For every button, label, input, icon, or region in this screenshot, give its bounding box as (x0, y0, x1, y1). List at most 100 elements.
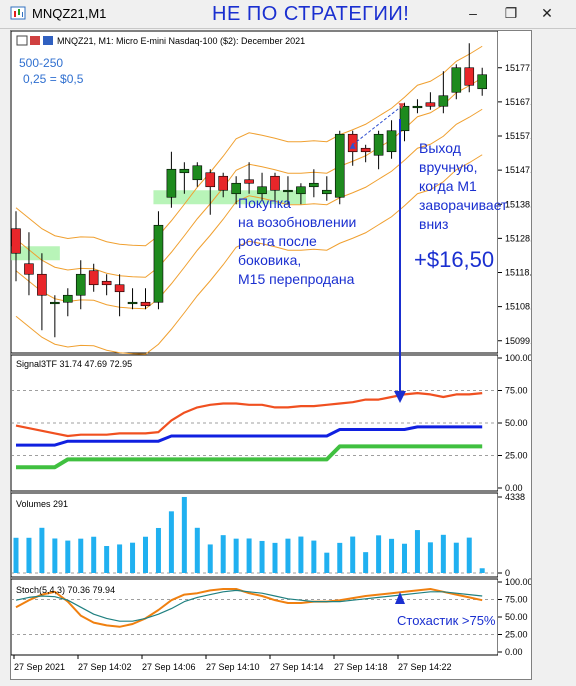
chart-symbol-header: MNQZ21, M1: Micro E-mini Nasdaq-100 ($2)… (57, 36, 305, 46)
volume-bar (414, 530, 420, 573)
volume-axis: 4338 0 (11, 492, 525, 578)
volume-bar (207, 544, 213, 573)
stochastic-note: Стохастик >75% (397, 613, 496, 628)
consolidation-zone (11, 246, 60, 261)
volume-bar (168, 511, 174, 573)
bull-candle (321, 189, 332, 195)
bear-candle (244, 179, 254, 184)
exit-note-line-3: когда М1 (419, 178, 477, 194)
chart-window-icon (10, 6, 26, 20)
volume-bar (479, 568, 485, 573)
chart-canvas[interactable]: 15177.00 15167.25 15157.50 15147.75 15138.00… (11, 31, 531, 679)
stochastic-arrow-icon (395, 592, 405, 604)
volume-bar (259, 540, 265, 573)
lower-envelope (15, 108, 483, 310)
volume-bar (117, 544, 123, 573)
bull-candle (231, 182, 241, 195)
volume-bar (376, 535, 382, 573)
price-tick-label: 15099.00 (505, 336, 531, 346)
volume-bar (26, 537, 32, 573)
price-tick-label: 15157.50 (505, 131, 531, 141)
bear-candle (425, 102, 436, 107)
bull-candle (179, 168, 190, 174)
bear-candle (205, 172, 216, 188)
signal3tf-panel[interactable]: 100.00 75.00 50.00 25.00 0.00 Signal3TF 31.7… (11, 353, 531, 493)
exit-note-line-4: заворачивает (419, 197, 508, 213)
stochastic-axis: 100.00 75.00 50.00 25.00 0.00 (11, 577, 531, 657)
bull-candle (62, 294, 73, 303)
volume-bar (272, 542, 278, 573)
indicator-tick-label: 0.00 (505, 483, 523, 493)
close-button[interactable]: ✕ (541, 5, 553, 21)
volume-bar (337, 542, 343, 573)
window-titlebar[interactable]: MNQZ21,M1 НЕ ПО СТРАТЕГИИ! – ❐ ✕ (0, 0, 576, 29)
buy-arrow-icon (349, 142, 356, 149)
chart-area[interactable]: 15177.00 15167.25 15157.50 15147.75 15138.00… (10, 30, 532, 680)
upper-envelope (15, 45, 483, 247)
bear-candle (140, 301, 151, 307)
volume-bar (440, 534, 446, 573)
volume-bar (65, 540, 71, 573)
volume-bar (52, 538, 58, 573)
volume-bar (78, 538, 84, 573)
bull-candle (75, 273, 86, 296)
time-tick-label: 27 Sep 14:22 (398, 662, 452, 672)
sell-arrow-icon (398, 103, 405, 110)
bull-candle (438, 95, 449, 107)
green-line (16, 444, 483, 470)
indicator-tick-label: 25.00 (505, 451, 528, 461)
price-axis: 15177.00 15167.25 15157.50 15147.75 15138.00… (498, 63, 531, 346)
indicator-tick-label: 75.00 (505, 595, 528, 605)
consolidation-zones (11, 190, 306, 261)
bear-candle (24, 263, 34, 275)
bear-candle (270, 175, 280, 191)
volume-bar (39, 527, 45, 573)
price-tick-label: 15108.75 (505, 302, 531, 312)
flag-icon (30, 36, 40, 45)
restore-button[interactable]: ❐ (504, 5, 518, 21)
bull-candle (50, 301, 60, 305)
bull-candle (373, 133, 384, 156)
volume-bar (363, 552, 369, 573)
annotation-arrows (394, 119, 406, 604)
profit-label: +$16,50 (414, 247, 494, 272)
stochastic-lines (15, 588, 483, 628)
outer-lower-envelope (15, 154, 483, 355)
bull-candle (309, 182, 319, 188)
volume-bar (402, 543, 407, 573)
volume-bar (453, 542, 459, 573)
time-tick-label: 27 Sep 14:06 (142, 662, 196, 672)
volume-bar (324, 552, 330, 573)
signal-lines (15, 392, 483, 470)
exit-note-line-2: вручную, (419, 159, 477, 175)
volume-bar (220, 535, 226, 573)
chart-header: MNQZ21, M1: Micro E-mini Nasdaq-100 ($2)… (16, 35, 305, 46)
volume-bar (246, 538, 252, 573)
exit-note-line-1: Выход (419, 140, 461, 156)
trade-line (352, 105, 402, 146)
indicator-tick-label: 50.00 (505, 612, 528, 622)
indicator-tick-label: 0.00 (505, 647, 523, 657)
buy-note-line-5: М15 перепродана (238, 271, 355, 287)
bear-candle (11, 228, 21, 254)
bear-candle (37, 273, 47, 296)
volume-panel[interactable]: 4338 0 Volumes 291 (11, 492, 525, 578)
volume-tick-label: 0 (505, 568, 510, 578)
bear-candle (114, 284, 125, 293)
bull-candle (192, 165, 203, 181)
bull-candle (153, 224, 164, 303)
price-panel[interactable]: 15177.00 15167.25 15157.50 15147.75 15138.00… (11, 35, 531, 355)
stochastic-panel[interactable]: 100.00 75.00 50.00 25.00 0.00 Stoch(5,4,3) 7… (11, 577, 531, 657)
volume-bar (91, 536, 97, 573)
minimize-button[interactable]: – (469, 5, 477, 21)
volume-bar (311, 540, 317, 573)
price-tick-label: 15167.25 (505, 97, 531, 107)
panel-frame (11, 492, 499, 578)
indicator-tick-label: 25.00 (505, 630, 528, 640)
volume-bar (233, 538, 239, 573)
volume-bar (466, 537, 472, 573)
chart-menu-icon[interactable] (16, 35, 28, 46)
volume-bar (427, 542, 433, 573)
signal-axis: 100.00 75.00 50.00 25.00 0.00 (11, 353, 531, 493)
indicator-tick-label: 100.00 (505, 353, 531, 363)
